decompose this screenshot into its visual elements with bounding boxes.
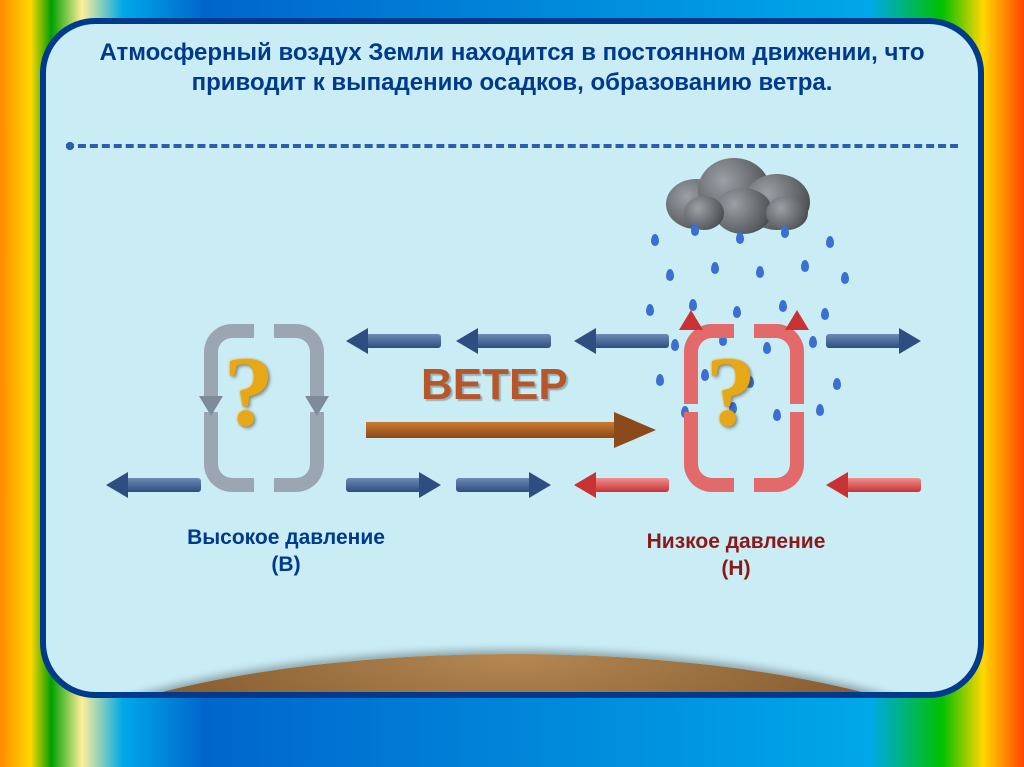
low-pressure-label: Низкое давление (Н) [606, 528, 866, 583]
divider-line [66, 144, 958, 148]
high-line1: Высокое давление [187, 526, 385, 549]
low-line2: (Н) [721, 557, 750, 580]
high-pressure-label: Высокое давление (В) [156, 524, 416, 579]
high-line2: (В) [271, 553, 300, 576]
slide-title: Атмосферный воздух Земли находится в пос… [46, 38, 978, 98]
rain-cloud [666, 154, 816, 234]
ground [46, 634, 978, 692]
low-line1: Низкое давление [647, 530, 826, 553]
wind-arrow [366, 416, 656, 444]
slide-frame: Атмосферный воздух Земли находится в пос… [40, 18, 984, 698]
wind-label: ВЕТЕР [421, 360, 568, 410]
map-background: Атмосферный воздух Земли находится в пос… [0, 0, 1024, 767]
